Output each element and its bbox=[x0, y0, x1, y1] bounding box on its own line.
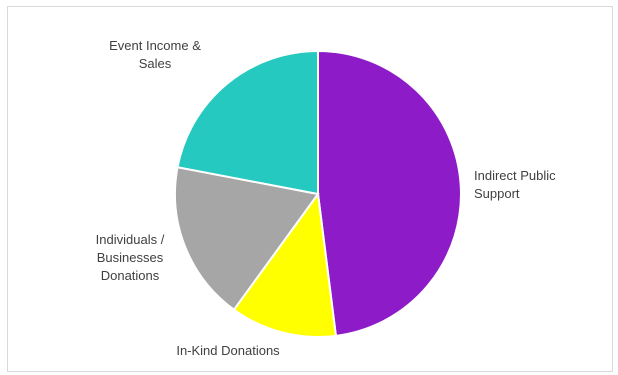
pie-slice-0 bbox=[317, 49, 462, 337]
slice-label-0: Indirect Public Support bbox=[474, 168, 556, 201]
slice-label-3: Event Income & Sales bbox=[109, 38, 201, 71]
slice-label-2: Individuals / Businesses Donations bbox=[96, 232, 165, 283]
pie-slice-3 bbox=[176, 49, 319, 196]
pie-slice-1 bbox=[232, 191, 338, 338]
slice-label-1: In-Kind Donations bbox=[176, 343, 280, 358]
pie-slice-2 bbox=[174, 166, 320, 312]
